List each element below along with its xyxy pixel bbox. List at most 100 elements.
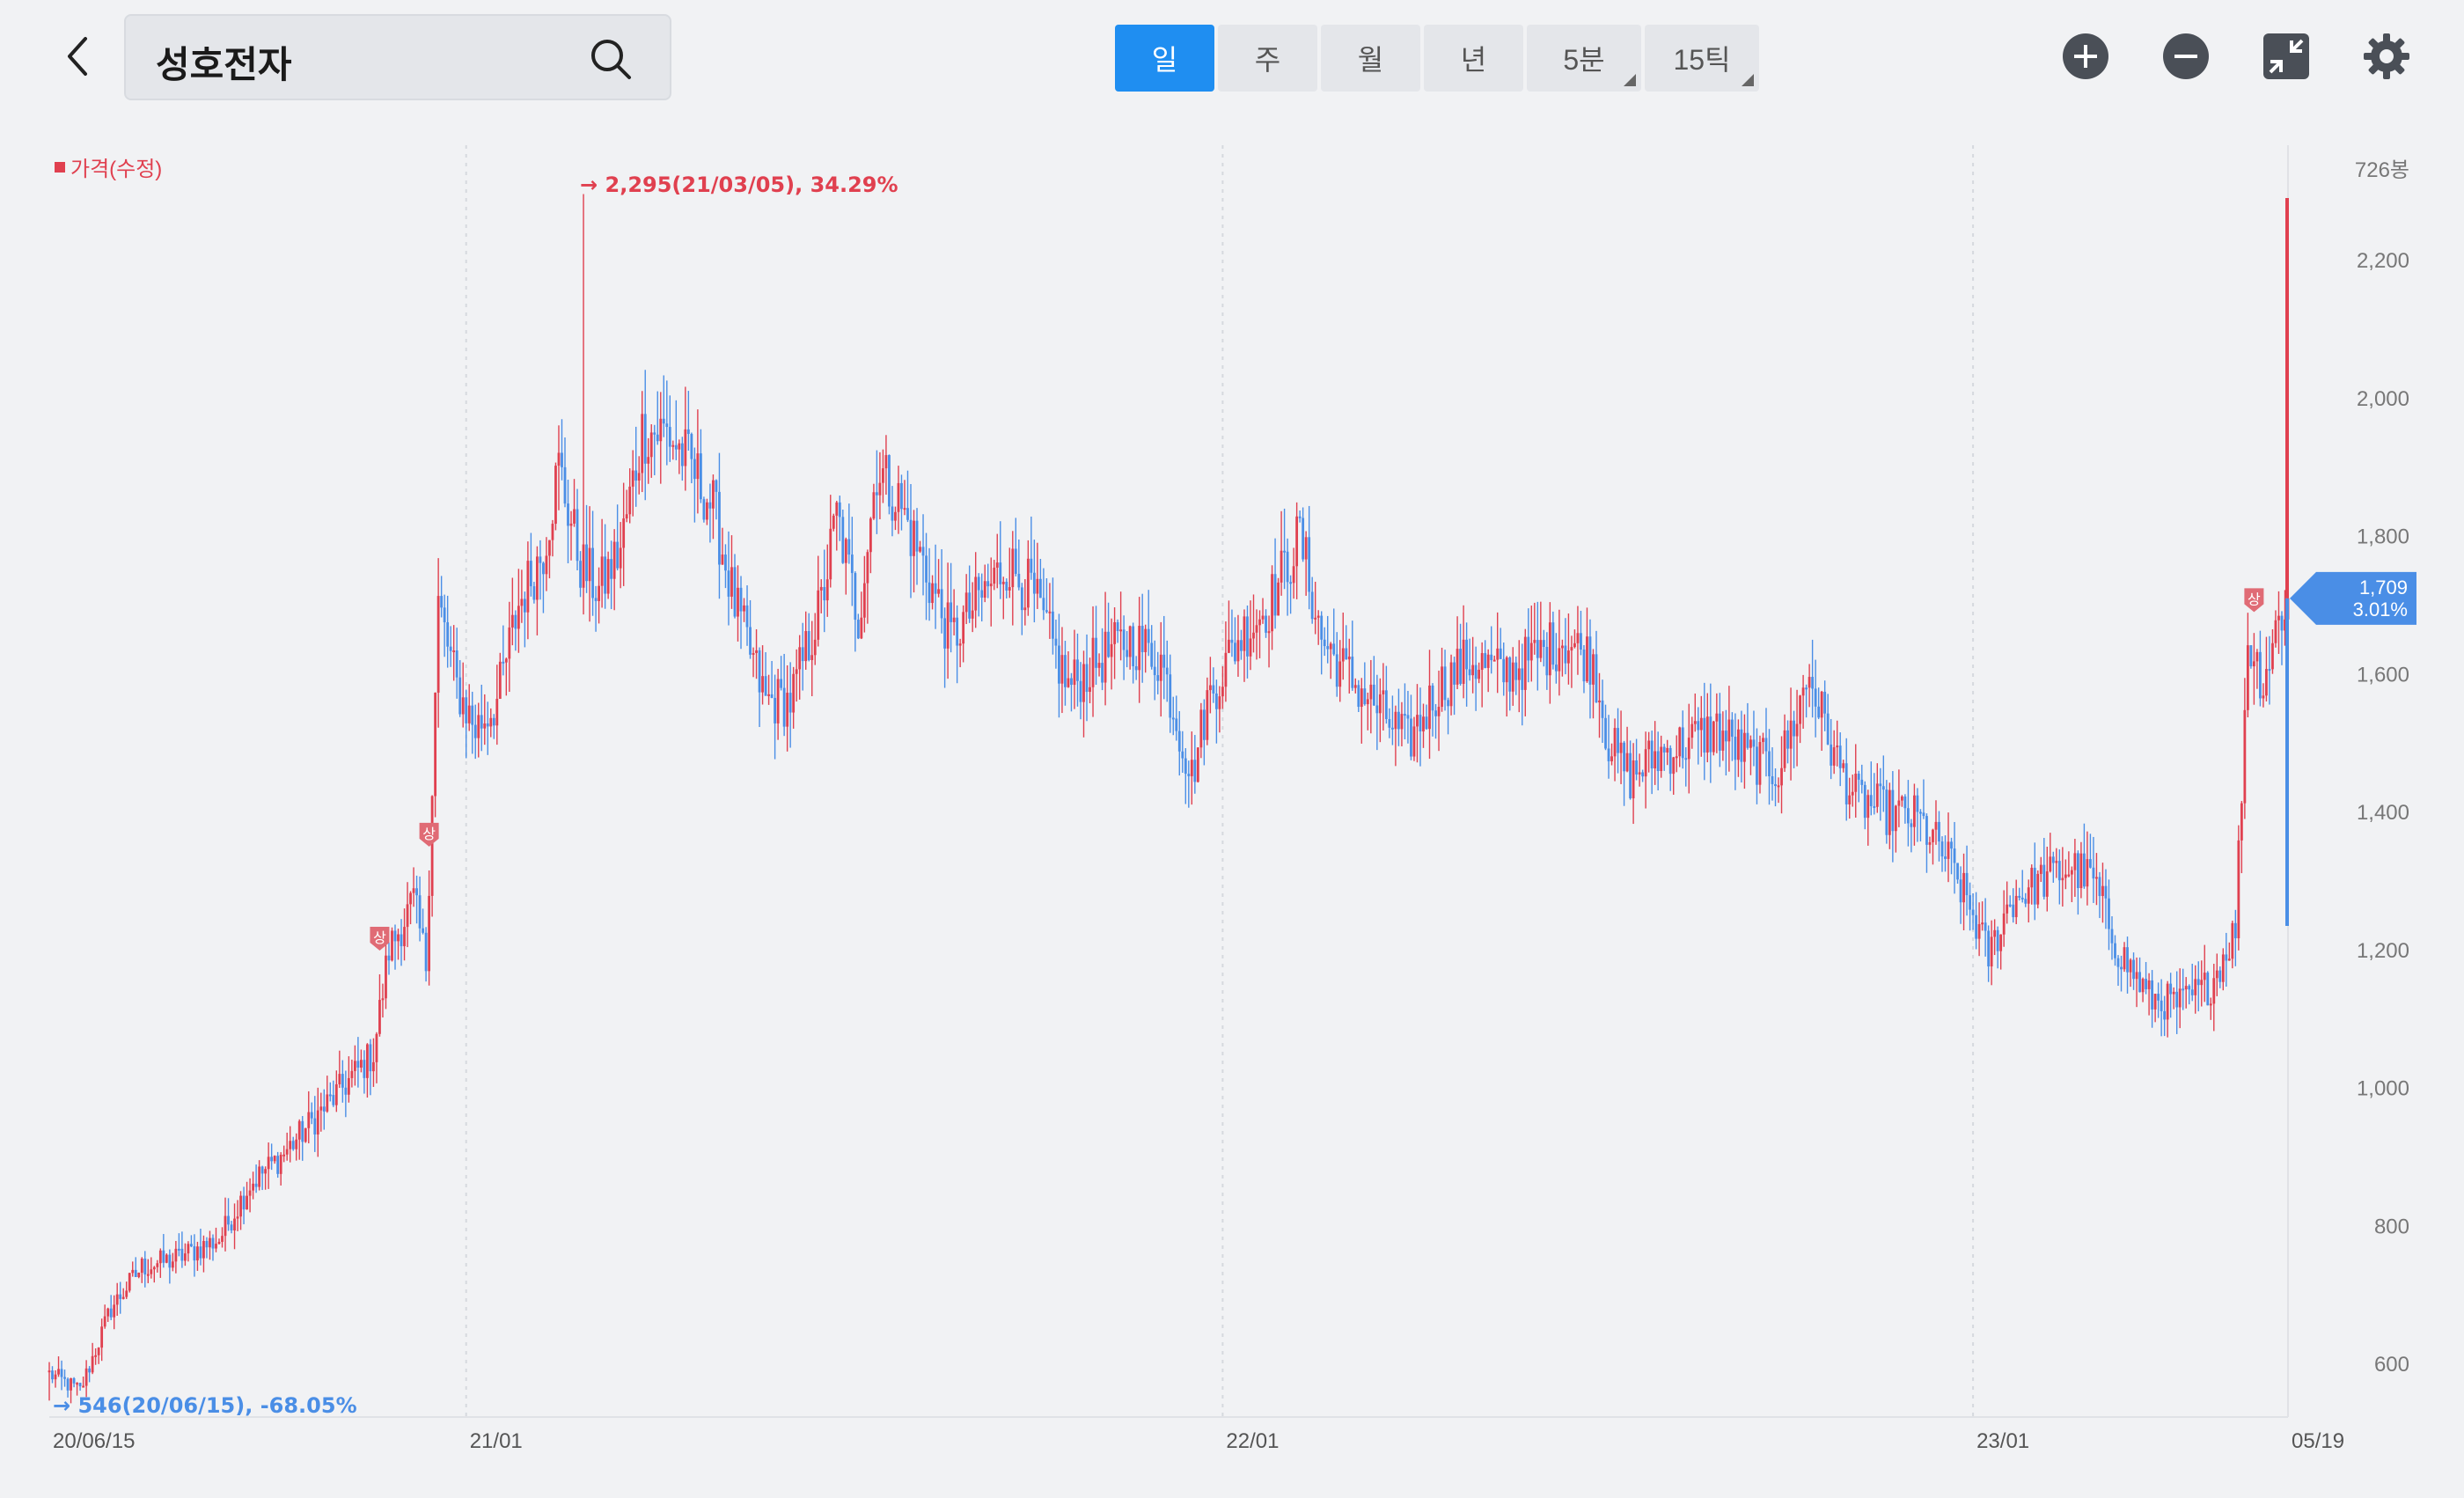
stock-name: 성호전자 [156, 44, 292, 85]
candle-body [1749, 739, 1752, 748]
tab-day[interactable]: 일 [1115, 25, 1214, 92]
candle-body [1601, 700, 1604, 718]
candle-body [712, 480, 715, 509]
candle-body [1934, 821, 1938, 830]
candle-body [2014, 895, 2018, 918]
candle-body [1529, 643, 1533, 661]
candle-body [1360, 688, 1363, 708]
candle-body [190, 1244, 193, 1247]
candle-body [1314, 617, 1317, 620]
candle-body [1258, 619, 1261, 626]
candle-body [1036, 578, 1039, 594]
tab-month[interactable]: 월 [1321, 25, 1420, 92]
candle-body [866, 552, 869, 584]
candle-body [674, 444, 678, 450]
candle-body [1502, 658, 1506, 683]
tab-label: 15틱 [1673, 44, 1731, 76]
candle-body [1292, 566, 1295, 584]
candle-body [51, 1370, 54, 1380]
candle-body [1234, 643, 1236, 662]
tab-year[interactable]: 년 [1424, 25, 1523, 92]
candle-body [1462, 639, 1465, 684]
candle-body [686, 429, 690, 435]
gear-icon[interactable] [2362, 32, 2411, 81]
candle-body [307, 1112, 311, 1128]
candle-body [1521, 668, 1524, 690]
search-box[interactable]: 성호전자 [124, 14, 671, 100]
candle-body [1730, 719, 1734, 738]
tab-15tick[interactable]: 15틱 [1645, 25, 1759, 92]
candle-body [436, 596, 440, 694]
candle-body [2092, 867, 2095, 879]
candle-body [76, 1383, 78, 1385]
candle-body [588, 547, 591, 582]
candle-body [1697, 721, 1700, 731]
search-icon[interactable] [589, 37, 633, 81]
candle-body [1857, 774, 1860, 780]
candle-body [121, 1296, 125, 1299]
candle-body [1119, 629, 1123, 632]
back-button[interactable] [55, 33, 100, 79]
candle-body [2277, 615, 2280, 620]
candle-body [1789, 720, 1793, 749]
candle-body [1397, 711, 1400, 730]
candle-body [1076, 659, 1079, 681]
candle-body [788, 693, 792, 713]
candle-body [2070, 870, 2073, 875]
candle-body [1715, 713, 1719, 722]
candle-body [1718, 713, 1721, 751]
candle-body [1490, 654, 1493, 661]
candle-body [1869, 795, 1873, 806]
candle-body [798, 647, 802, 670]
zoom-in-icon[interactable] [2061, 32, 2110, 81]
collapse-icon[interactable] [2262, 32, 2311, 81]
candle-body [637, 473, 641, 481]
candle-body [2215, 970, 2218, 979]
tab-week[interactable]: 주 [1218, 25, 1317, 92]
candle-body [1672, 757, 1676, 775]
price-chart[interactable]: 2,200 2,000 1,800 1,600 1,400 1,200 1,000 800 60… [0, 123, 2464, 1498]
candle-body [1171, 717, 1175, 720]
candle-body [706, 502, 708, 520]
candle-body [1255, 625, 1258, 633]
candle-body [832, 515, 835, 529]
candle-body [517, 606, 520, 629]
candle-body [1095, 637, 1097, 668]
zoom-out-icon[interactable] [2161, 32, 2211, 81]
candle-body [1805, 687, 1808, 690]
limit-up-marker [370, 927, 390, 951]
candle-body [2227, 958, 2231, 961]
candle-body [1110, 643, 1113, 657]
candle-body [1607, 748, 1610, 762]
candle-body [1623, 742, 1625, 772]
candle-body [297, 1120, 301, 1140]
candle-body [1341, 648, 1345, 662]
candle-body [1573, 643, 1576, 648]
candle-body [1471, 665, 1475, 676]
candle-body [258, 1166, 261, 1187]
tab-5min[interactable]: 5분 [1527, 25, 1641, 92]
candle-body [2039, 864, 2042, 874]
candle-body [795, 669, 798, 674]
candle-body [1560, 645, 1564, 649]
candle-body [291, 1141, 295, 1149]
candle-body [928, 582, 931, 604]
candle-body [1456, 649, 1459, 685]
candle-body [158, 1250, 162, 1264]
candle-body [758, 650, 761, 693]
candle-body [415, 888, 418, 896]
candle-body [1026, 558, 1030, 608]
candle-body [295, 1139, 298, 1149]
candle-body [177, 1248, 180, 1251]
candle-body [2166, 983, 2169, 1020]
candle-body [2051, 856, 2055, 863]
candle-body [2101, 885, 2104, 897]
candle-body [273, 1156, 276, 1162]
candle-body [381, 998, 385, 1001]
candle-body [246, 1195, 248, 1210]
candle-body [1177, 731, 1181, 752]
candle-body [2049, 856, 2052, 872]
candle-body [282, 1154, 286, 1157]
candle-body [2012, 904, 2015, 918]
candle-body [1604, 717, 1607, 749]
